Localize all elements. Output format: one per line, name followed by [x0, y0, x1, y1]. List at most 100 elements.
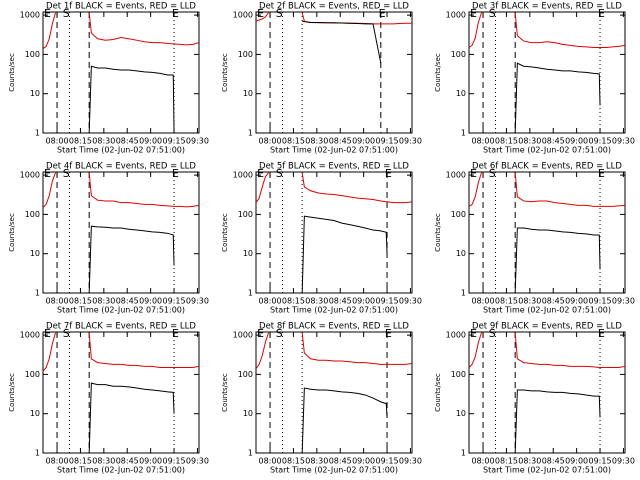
y-tick-label: 10 [243, 249, 253, 258]
axes-frame [468, 11, 626, 134]
y-tick-label: 1 [248, 289, 253, 298]
x-axis-label: Start Time (02-Jun-02 07:51:00) [57, 146, 185, 155]
panel-title: Det 7f BLACK = Events, RED = LLD [46, 322, 196, 332]
x-tick-label: 08:15 [69, 457, 92, 466]
y-tick-label: 1 [35, 129, 40, 138]
x-tick-label: 08:15 [69, 297, 92, 306]
x-tick-label: 09:00 [352, 457, 375, 466]
x-tick-label: 09:30 [612, 297, 635, 306]
annotation: E [257, 327, 264, 340]
x-tick-label: 08:15 [282, 457, 305, 466]
x-tick-label: 09:00 [565, 457, 588, 466]
axes-frame [42, 331, 200, 454]
plot-area [256, 12, 412, 133]
x-tick-label: 08:30 [518, 457, 541, 466]
panel-title: Det 1f BLACK = Events, RED = LLD [46, 2, 196, 12]
annotation: S [276, 327, 283, 340]
annotation: E [257, 7, 264, 20]
annotation: E [44, 327, 51, 340]
y-axis-label: Counts/sec [221, 213, 229, 252]
plot-area [43, 332, 199, 453]
series-line [469, 332, 625, 368]
axes-frame [42, 171, 200, 294]
x-tick-label: 08:00 [259, 457, 282, 466]
x-axis-label: Start Time (02-Jun-02 07:51:00) [483, 466, 611, 475]
series-line [302, 20, 382, 64]
annotation: S [63, 7, 70, 20]
x-tick-label: 09:30 [186, 137, 209, 146]
x-tick-label: 09:00 [139, 137, 162, 146]
y-tick-label: 1000 [446, 11, 466, 20]
x-tick-label: 09:15 [376, 297, 399, 306]
x-tick-label: 08:00 [472, 297, 495, 306]
axes-frame [255, 331, 413, 454]
x-tick-label: 08:45 [542, 297, 565, 306]
x-tick-label: 08:00 [259, 137, 282, 146]
x-axis-label: Start Time (02-Jun-02 07:51:00) [483, 306, 611, 315]
y-tick-label: 1 [461, 289, 466, 298]
annotation: E [44, 7, 51, 20]
series-line [514, 389, 601, 453]
series-line [301, 215, 388, 293]
x-tick-label: 09:00 [565, 297, 588, 306]
x-tick-label: 08:00 [472, 137, 495, 146]
x-tick-label: 08:15 [282, 297, 305, 306]
axes-frame [255, 171, 413, 294]
x-tick-label: 09:15 [376, 457, 399, 466]
x-tick-label: 08:30 [518, 137, 541, 146]
x-tick-label: 08:45 [542, 457, 565, 466]
y-tick-label: 10 [30, 409, 40, 418]
x-tick-label: 09:30 [612, 457, 635, 466]
annotation: E [470, 327, 477, 340]
x-tick-label: 08:15 [495, 297, 518, 306]
x-tick-label: 09:30 [186, 297, 209, 306]
series-line [469, 172, 625, 207]
annotation: S [276, 167, 283, 180]
y-tick-label: 100 [451, 210, 466, 219]
panel-title: Det 5f BLACK = Events, RED = LLD [259, 162, 409, 172]
y-tick-label: 1000 [233, 11, 253, 20]
x-tick-label: 08:00 [46, 137, 69, 146]
x-tick-label: 09:00 [139, 297, 162, 306]
y-tick-label: 1 [461, 449, 466, 458]
plot-area [469, 12, 625, 133]
x-tick-label: 09:00 [139, 457, 162, 466]
x-tick-label: 08:15 [69, 137, 92, 146]
x-tick-label: 09:30 [399, 297, 422, 306]
series-line [256, 172, 412, 204]
panel-title: Det 3f BLACK = Events, RED = LLD [472, 2, 622, 12]
y-tick-label: 1 [35, 449, 40, 458]
series-line [256, 332, 412, 369]
plot-area [43, 172, 199, 293]
y-tick-label: 10 [30, 249, 40, 258]
x-tick-label: 09:30 [612, 137, 635, 146]
y-tick-label: 100 [238, 210, 253, 219]
plot-area [469, 172, 625, 293]
x-axis-label: Start Time (02-Jun-02 07:51:00) [270, 306, 398, 315]
x-tick-label: 08:45 [329, 457, 352, 466]
x-tick-label: 08:45 [116, 297, 139, 306]
series-line [43, 12, 199, 50]
x-tick-label: 08:30 [305, 297, 328, 306]
panel: Det 7f BLACK = Events, RED = LLD 1 10 100 10… [8, 322, 209, 475]
series-line [43, 332, 199, 372]
x-axis-label: Start Time (02-Jun-02 07:51:00) [270, 466, 398, 475]
plot-area [469, 332, 625, 453]
x-axis-label: Start Time (02-Jun-02 07:51:00) [57, 466, 185, 475]
panel-title: Det 6f BLACK = Events, RED = LLD [472, 162, 622, 172]
annotation: S [489, 327, 496, 340]
y-axis-label: Counts/sec [434, 213, 442, 252]
y-tick-label: 10 [243, 89, 253, 98]
plot-area [256, 172, 412, 293]
x-tick-label: 08:30 [305, 137, 328, 146]
x-tick-label: 09:15 [589, 297, 612, 306]
y-axis-label: Counts/sec [8, 373, 16, 412]
x-tick-label: 09:30 [399, 137, 422, 146]
x-tick-label: 09:15 [589, 137, 612, 146]
y-tick-label: 1000 [446, 331, 466, 340]
x-tick-label: 08:00 [259, 297, 282, 306]
series-line [43, 172, 199, 208]
series-line [88, 65, 175, 133]
annotation: E [172, 7, 179, 20]
annotation: E [598, 7, 605, 20]
